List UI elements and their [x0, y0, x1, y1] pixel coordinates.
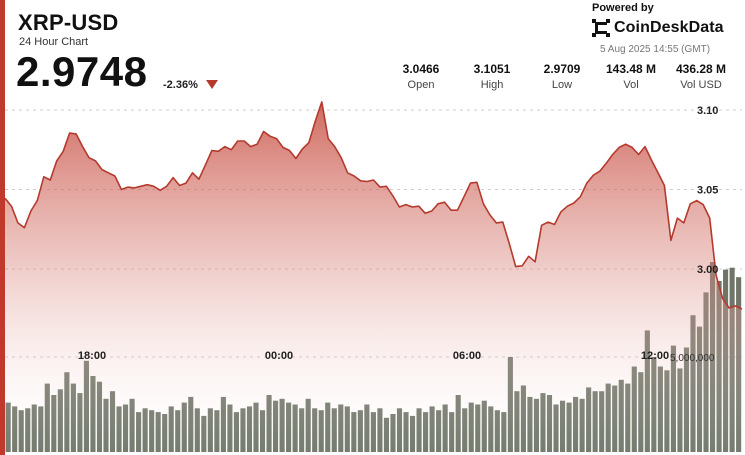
stat-label: High: [480, 79, 504, 91]
price-change: -2.36%: [163, 79, 198, 91]
volume-tick-label: 5,000,000: [670, 353, 715, 364]
stat-label: Open: [407, 79, 435, 91]
stat-vol: 143.48 M Vol: [591, 62, 671, 91]
brand-name: CoinDeskData: [614, 19, 724, 36]
stat-value: 2.9709: [543, 62, 581, 76]
stat-low: 2.9709 Low: [522, 62, 602, 91]
price-area: [5, 101, 742, 453]
stat-value: 436.28 M: [675, 62, 727, 76]
stat-label: Vol USD: [680, 79, 722, 91]
stat-label: Vol: [623, 79, 639, 91]
price-line: [4, 101, 743, 310]
stat-label: Low: [551, 79, 573, 91]
x-tick-label: 18:00: [78, 350, 106, 362]
stat-value: 143.48 M: [605, 62, 657, 76]
stat-vol-usd: 436.28 M Vol USD: [661, 62, 741, 91]
x-tick-label: 06:00: [453, 350, 481, 362]
accent-bar: [0, 0, 5, 455]
y-tick-label: 3.10: [697, 105, 718, 117]
stat-value: 3.1051: [473, 62, 511, 76]
powered-by-label: Powered by: [592, 2, 654, 14]
stat-open: 3.0466 Open: [381, 62, 461, 91]
stat-high: 3.1051 High: [452, 62, 532, 91]
coindesk-logo-icon: [592, 19, 610, 37]
x-tick-label: 00:00: [265, 350, 293, 362]
down-triangle-icon: [206, 80, 218, 89]
brand-logo[interactable]: CoinDeskData: [592, 19, 724, 37]
y-tick-label: 3.00: [697, 264, 718, 276]
chart-subtitle: 24 Hour Chart: [19, 36, 89, 48]
x-tick-label: 12:00: [641, 350, 669, 362]
timestamp: 5 Aug 2025 14:55 (GMT): [600, 44, 711, 55]
y-tick-label: 3.05: [697, 185, 718, 197]
stat-value: 3.0466: [402, 62, 440, 76]
pair-title: XRP-USD: [18, 10, 119, 35]
current-price: 2.9748: [16, 48, 148, 95]
